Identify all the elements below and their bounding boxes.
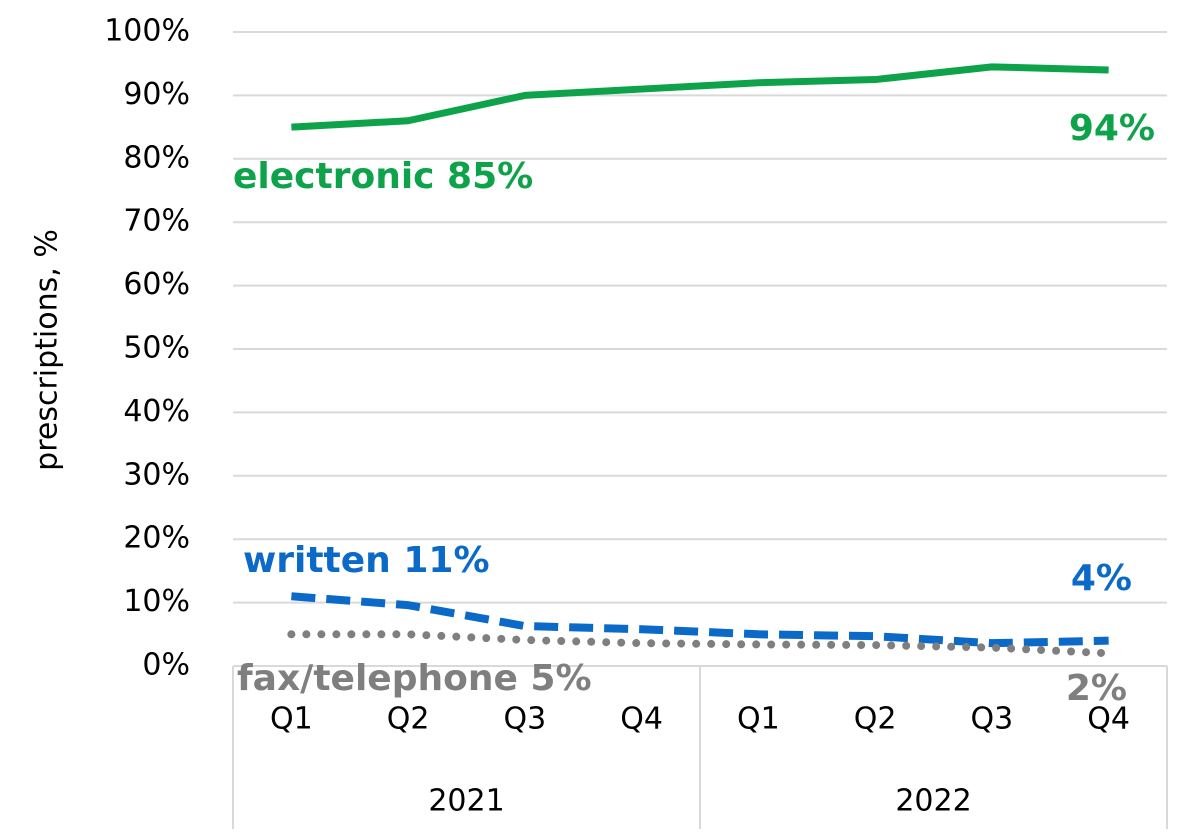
x-tick-label: Q1 bbox=[270, 702, 313, 737]
y-tick-label: 30% bbox=[123, 457, 190, 492]
y-tick-label: 60% bbox=[123, 267, 190, 302]
x-tick-label: Q4 bbox=[1087, 702, 1130, 737]
data-label: electronic 85% bbox=[233, 156, 533, 197]
x-tick-label: Q2 bbox=[854, 702, 897, 737]
series-line bbox=[291, 592, 1109, 648]
y-tick-label: 10% bbox=[123, 584, 190, 619]
x-tick-label: Q3 bbox=[504, 702, 547, 737]
y-axis-label: prescriptions, % bbox=[30, 229, 65, 471]
y-tick-label: 20% bbox=[123, 521, 190, 556]
y-tick-label: 0% bbox=[142, 648, 190, 683]
group-label: 2022 bbox=[895, 784, 971, 819]
y-tick-label: 40% bbox=[123, 394, 190, 429]
x-tick-label: Q3 bbox=[971, 702, 1014, 737]
data-label: 2% bbox=[1066, 668, 1127, 709]
y-tick-label: 90% bbox=[123, 77, 190, 112]
data-label: fax/telephone 5% bbox=[237, 658, 592, 699]
data-label: 94% bbox=[1069, 108, 1155, 149]
x-tick-label: Q1 bbox=[737, 702, 780, 737]
x-tick-label: Q4 bbox=[620, 702, 663, 737]
data-label: 4% bbox=[1071, 558, 1132, 599]
x-tick-label: Q2 bbox=[387, 702, 430, 737]
y-tick-label: 70% bbox=[123, 204, 190, 239]
series-line bbox=[291, 63, 1109, 131]
y-tick-label: 50% bbox=[123, 331, 190, 366]
y-tick-label: 80% bbox=[123, 140, 190, 175]
y-tick-label: 100% bbox=[104, 14, 190, 49]
data-label: written 11% bbox=[243, 540, 490, 581]
series-line bbox=[287, 630, 1113, 658]
group-label: 2021 bbox=[428, 784, 504, 819]
